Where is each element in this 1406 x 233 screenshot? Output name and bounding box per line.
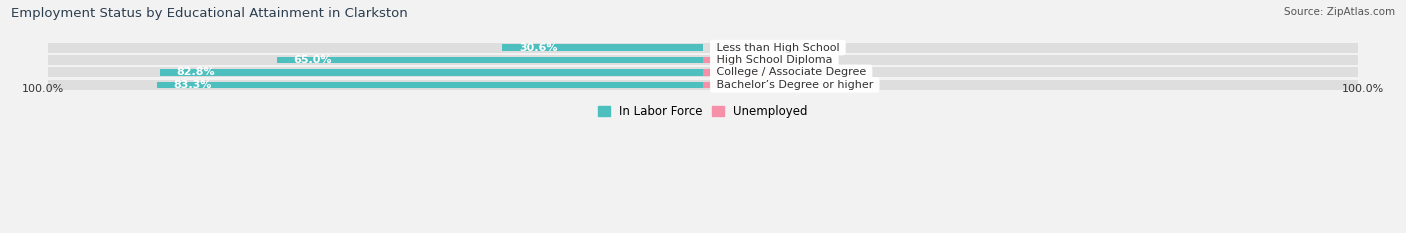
- Text: 30.6%: 30.6%: [519, 43, 557, 53]
- Text: Bachelor’s Degree or higher: Bachelor’s Degree or higher: [713, 80, 877, 90]
- Text: Source: ZipAtlas.com: Source: ZipAtlas.com: [1284, 7, 1395, 17]
- Bar: [703, 42, 1358, 53]
- Text: 100.0%: 100.0%: [1343, 84, 1385, 94]
- Text: 0.0%: 0.0%: [713, 43, 741, 53]
- Bar: [703, 82, 727, 88]
- Bar: [48, 80, 703, 90]
- Text: 3.6%: 3.6%: [737, 80, 765, 90]
- Bar: [48, 55, 703, 65]
- Text: 65.0%: 65.0%: [294, 55, 332, 65]
- Bar: [157, 82, 703, 88]
- Text: 4.6%: 4.6%: [742, 55, 772, 65]
- Bar: [703, 55, 1358, 65]
- Bar: [160, 69, 703, 75]
- Text: 82.8%: 82.8%: [177, 67, 215, 77]
- Bar: [703, 57, 733, 63]
- Text: Less than High School: Less than High School: [713, 43, 844, 53]
- Text: College / Associate Degree: College / Associate Degree: [713, 67, 869, 77]
- Text: 13.4%: 13.4%: [800, 67, 837, 77]
- Bar: [48, 67, 703, 77]
- Bar: [48, 42, 703, 53]
- Text: Employment Status by Educational Attainment in Clarkston: Employment Status by Educational Attainm…: [11, 7, 408, 20]
- Text: High School Diploma: High School Diploma: [713, 55, 835, 65]
- Bar: [703, 80, 1358, 90]
- Bar: [703, 69, 790, 75]
- Text: 83.3%: 83.3%: [173, 80, 212, 90]
- Bar: [703, 67, 1358, 77]
- Bar: [502, 44, 703, 51]
- Text: 100.0%: 100.0%: [21, 84, 63, 94]
- Bar: [277, 57, 703, 63]
- Legend: In Labor Force, Unemployed: In Labor Force, Unemployed: [593, 100, 813, 123]
